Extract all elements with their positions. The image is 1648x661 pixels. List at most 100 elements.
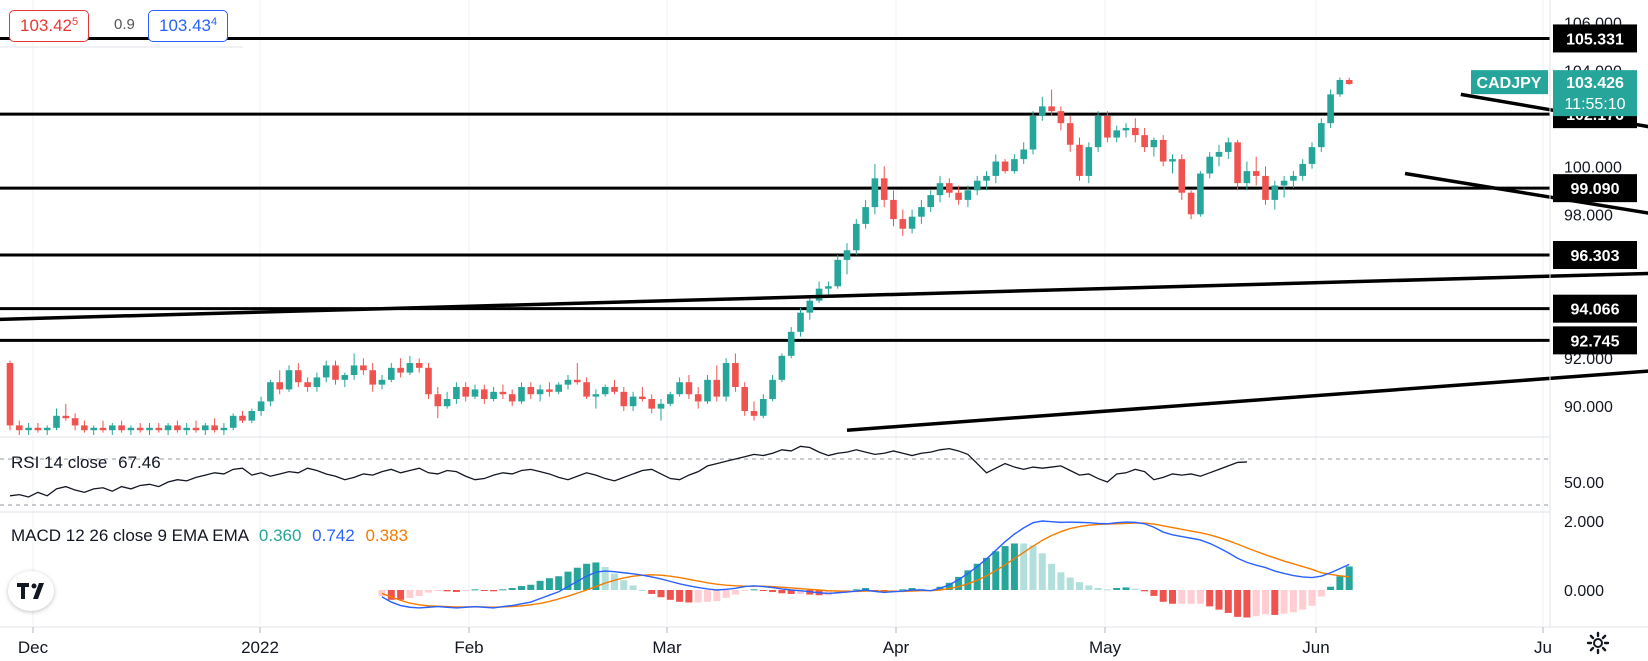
macd-histogram-bar [536, 580, 544, 590]
candle [211, 425, 218, 431]
candle [146, 427, 153, 431]
level-label-box [1553, 241, 1637, 270]
candle [118, 425, 125, 431]
candle [797, 312, 804, 332]
macd-histogram-bar [973, 563, 981, 590]
candle [583, 382, 590, 397]
candle [685, 382, 693, 395]
macd-histogram-bar [713, 590, 721, 602]
macd-histogram-bar [843, 590, 851, 592]
ask-price-box[interactable]: 103.434 [148, 10, 229, 42]
macd-pane [378, 520, 1353, 618]
candle [6, 363, 14, 426]
candle [155, 427, 163, 431]
candle [601, 387, 609, 395]
macd-histogram-bar [1345, 566, 1353, 590]
settings-gear-icon[interactable] [1586, 631, 1610, 655]
candle [1159, 139, 1167, 162]
macd-histogram-bar [1187, 590, 1195, 604]
time-label: Apr [883, 638, 910, 657]
macd-histogram-bar [406, 590, 414, 598]
time-axis[interactable]: Dec 2022 Feb Mar Apr May Jun Ju [0, 626, 1648, 657]
candle [434, 394, 442, 407]
macd-histogram-bar [1262, 590, 1269, 615]
rsi-line [9, 445, 1247, 498]
candle [815, 288, 823, 301]
candle [880, 178, 888, 200]
candle [1001, 161, 1009, 172]
candle [1169, 159, 1176, 162]
trendline [0, 271, 1648, 322]
candle [1206, 156, 1213, 174]
candle [518, 387, 525, 402]
candle [425, 367, 432, 395]
time-label: 2022 [241, 638, 279, 657]
candle [1252, 171, 1260, 176]
macd-histogram-bar [611, 573, 618, 590]
candlestick-series [6, 77, 1353, 435]
bid-price-box[interactable]: 103.425 [9, 10, 90, 42]
candle [564, 379, 572, 385]
candle [1141, 135, 1148, 148]
macd-histogram-bar [824, 590, 832, 596]
macd-histogram-bar [1048, 563, 1056, 590]
candle [629, 396, 637, 407]
macd-histogram-bar [908, 588, 916, 590]
level-label-box [1553, 294, 1637, 323]
macd-histogram-bar [434, 590, 442, 591]
macd-histogram-bar [1020, 543, 1028, 590]
macd-histogram-bar [499, 589, 507, 591]
candle [164, 425, 172, 431]
macd-histogram-bar [741, 590, 749, 591]
macd-histogram-bar [731, 590, 739, 595]
macd-histogram-bar [704, 590, 711, 602]
candle [1187, 192, 1195, 215]
macd-histogram-bar [1066, 577, 1074, 590]
candle [704, 379, 711, 402]
macd-histogram-bar [1289, 590, 1297, 613]
macd-histogram-bar [685, 590, 693, 603]
candle [25, 427, 32, 431]
macd-histogram-bar [1010, 543, 1018, 590]
tradingview-logo[interactable] [8, 571, 54, 611]
candle [276, 382, 283, 390]
level-label: 96.303 [1571, 248, 1620, 265]
candle [648, 399, 655, 409]
macd-histogram-bar [425, 590, 432, 593]
macd-signal-line [381, 522, 1350, 608]
candle [322, 365, 330, 378]
candle [732, 363, 739, 388]
macd-histogram-bar [573, 567, 581, 590]
last-price-tag [1553, 70, 1637, 117]
candle [1271, 185, 1279, 200]
macd-histogram-bar [1141, 590, 1149, 592]
candle [192, 427, 200, 431]
price-tick: 100.000 [1564, 159, 1622, 176]
candle [1336, 79, 1344, 95]
macd-histogram-bar [1076, 582, 1083, 590]
price-axis[interactable]: 106.000104.000100.00098.00092.00090.0001… [1471, 0, 1637, 627]
candle [109, 425, 116, 431]
macd-histogram-bar [1327, 586, 1335, 590]
candle [406, 363, 414, 373]
candle [481, 389, 488, 400]
macd-histogram-bar [1271, 590, 1279, 615]
macd-tick: 2.000 [1564, 514, 1604, 531]
rsi-legend[interactable]: RSI 14 close 67.46 [11, 453, 161, 473]
price-tick: 92.000 [1564, 351, 1613, 368]
macd-histogram-bar [462, 590, 470, 591]
candle [973, 180, 981, 191]
macd-histogram-bar [490, 590, 498, 592]
candle [1076, 144, 1083, 176]
candle [983, 175, 990, 181]
candle [53, 415, 60, 428]
time-label: Ju [1534, 638, 1552, 657]
macd-legend[interactable]: MACD 12 26 close 9 EMA EMA 0.360 0.742 0… [11, 526, 408, 546]
candle [257, 401, 265, 412]
candle [853, 223, 860, 251]
macd-histogram-bar [1308, 590, 1316, 606]
rsi-value: 67.46 [118, 453, 161, 472]
candle [713, 379, 721, 397]
trendlines [0, 92, 1648, 432]
